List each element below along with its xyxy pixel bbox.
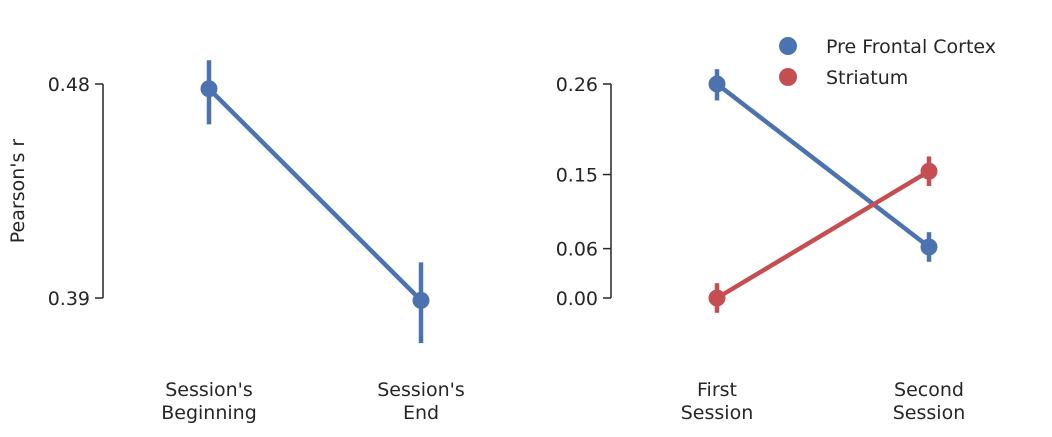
y-tick-label: 0.15: [556, 165, 598, 187]
data-point: [920, 162, 938, 180]
data-point: [708, 75, 726, 93]
y-tick-label: 0.06: [556, 239, 598, 261]
y-tick-label: 0.26: [556, 74, 598, 96]
left-panel: 0.39 0.48 Pearson's r Session's Beginning Ses…: [7, 60, 465, 424]
legend-marker: [779, 37, 797, 55]
y-axis-label: Pearson's r: [7, 139, 29, 244]
data-point: [708, 289, 726, 307]
x-category-label: Second Session: [893, 379, 966, 424]
series-line: [714, 168, 932, 301]
y-tick-label: 0.48: [48, 74, 90, 96]
legend: Pre Frontal Cortex Striatum: [779, 36, 996, 89]
y-tick-label: 0.00: [556, 288, 598, 310]
data-point: [412, 291, 430, 309]
x-category-label: Session's Beginning: [161, 379, 257, 424]
right-panel: 0.00 0.06 0.15 0.26 First Session Second Sessio…: [556, 69, 966, 424]
y-tick-label: 0.39: [48, 288, 90, 310]
legend-label: Pre Frontal Cortex: [826, 36, 996, 58]
x-category-label: Session's End: [377, 379, 465, 424]
series-line: [714, 81, 932, 250]
x-category-label: First Session: [681, 379, 754, 424]
legend-marker: [779, 68, 797, 86]
legend-label: Striatum: [826, 67, 908, 89]
data-point: [920, 238, 938, 256]
data-point: [200, 80, 218, 98]
series-line: [206, 86, 424, 303]
